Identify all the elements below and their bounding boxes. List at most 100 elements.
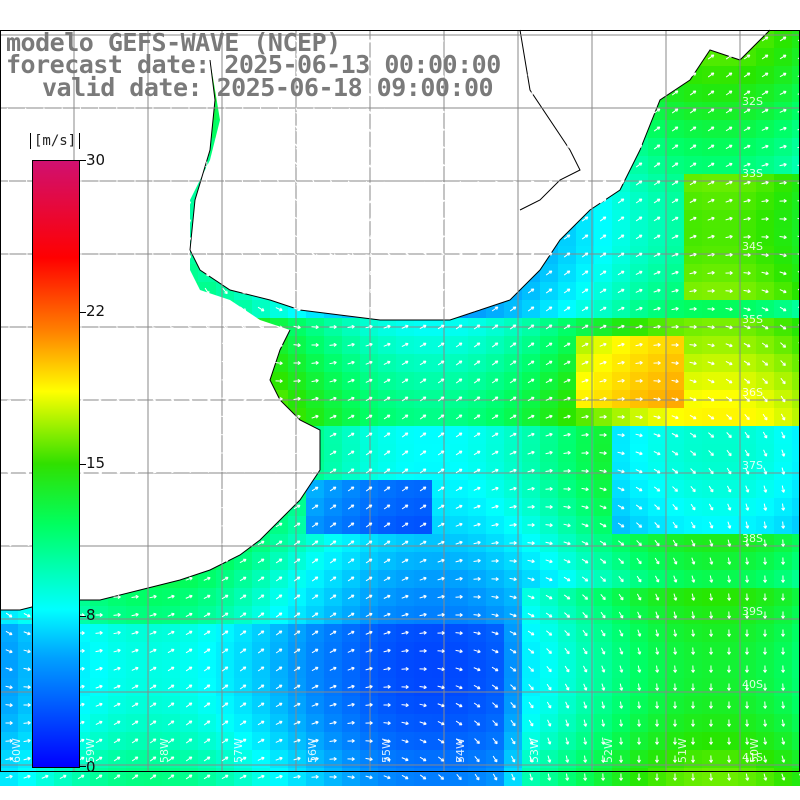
wind-arrow [689,36,697,42]
wind-arrow [61,125,66,133]
wind-arrow [79,125,84,133]
wind-arrow [43,107,48,115]
wind-arrow [187,107,191,115]
wind-arrow [43,89,48,97]
wind-arrow [599,90,607,95]
colorbar-label-22: 22 [86,302,106,320]
wind-arrow [277,53,282,61]
wind-arrow [24,89,30,97]
wind-arrow [473,36,481,42]
wind-arrow [509,37,517,42]
wind-arrow [509,73,517,78]
wind-arrow [797,74,800,77]
wind-arrow [223,89,227,97]
wind-arrow [331,89,336,97]
wind-arrow [491,73,499,78]
lat-label: 33S [742,167,763,180]
wind-cell [792,300,800,318]
wind-arrow [635,72,643,78]
wind-arrow [25,125,30,133]
wind-arrow [743,90,751,96]
wind-arrow [545,54,553,59]
lat-label: 35S [742,313,763,326]
wind-arrow [455,72,463,78]
wind-arrow [617,72,625,78]
wind-arrow [42,53,48,61]
wind-arrow [689,72,697,78]
wind-arrow [313,89,318,97]
wind-arrow [420,72,427,78]
wind-cell [792,138,800,156]
wind-arrow [545,37,553,42]
coastline [0,29,771,611]
wind-arrow [313,71,318,79]
wind-arrow [743,72,751,78]
wind-arrow [402,53,408,61]
wind-arrow [653,108,661,114]
wind-arrow [491,37,499,42]
wind-arrow [60,35,66,43]
wind-arrow [97,89,102,97]
colorbar-label-8: 8 [86,606,96,624]
wind-arrow [473,109,481,114]
wind-arrow [6,89,12,97]
wind-arrow [545,90,553,95]
wind-arrow [187,89,191,97]
wind-arrow [509,55,517,60]
wind-cell [792,174,800,192]
lon-label: 54W [453,738,467,763]
wind-arrow [277,35,282,43]
wind-arrow [6,125,12,133]
wind-cell [792,768,800,786]
wind-arrow [6,54,13,60]
wind-arrow [6,72,12,79]
wind-arrow [401,108,409,114]
wind-cell [792,120,800,138]
wind-arrow [115,53,120,61]
wind-arrow [653,54,661,60]
wind-arrow [349,35,354,43]
wind-arrow [689,108,697,114]
wind-arrow [581,54,589,59]
wind-arrow [295,71,300,79]
wind-cell [792,534,800,552]
wind-arrow [25,107,30,115]
wind-arrow [671,72,679,78]
wind-arrow [599,54,607,59]
wind-arrow [331,71,336,79]
wind-cell [792,696,800,714]
wind-arrow [295,53,300,61]
wind-arrow [455,54,463,60]
wind-arrow [473,55,481,60]
wind-arrow [79,71,84,79]
wind-cell [792,426,800,444]
wind-arrow [205,107,209,115]
wind-arrow [223,107,228,115]
wind-arrow [241,107,246,115]
wind-arrow [61,89,66,97]
wind-arrow [151,53,156,61]
wind-arrow [599,108,607,114]
wind-cell [792,102,800,120]
wind-cell [792,84,800,102]
wind-arrow [151,107,155,115]
wind-arrow [761,54,769,60]
wind-arrow [761,108,769,114]
wind-arrow [689,90,697,96]
wind-arrow [527,37,535,42]
colorbar-label-30: 30 [86,151,106,169]
wind-arrow [617,108,625,114]
wind-arrow [42,71,48,79]
wind-arrow [617,36,625,41]
wind-arrow [402,35,408,43]
wind-arrow [725,54,733,60]
wind-arrow [581,36,589,41]
wind-arrow [205,89,209,97]
wind-arrow [635,108,643,114]
wind-cell [792,750,800,768]
colorbar-tick [79,464,86,465]
wind-arrow [527,108,535,113]
wind-arrow [455,36,463,42]
wind-arrow [384,108,391,114]
wind-arrow [797,92,800,95]
